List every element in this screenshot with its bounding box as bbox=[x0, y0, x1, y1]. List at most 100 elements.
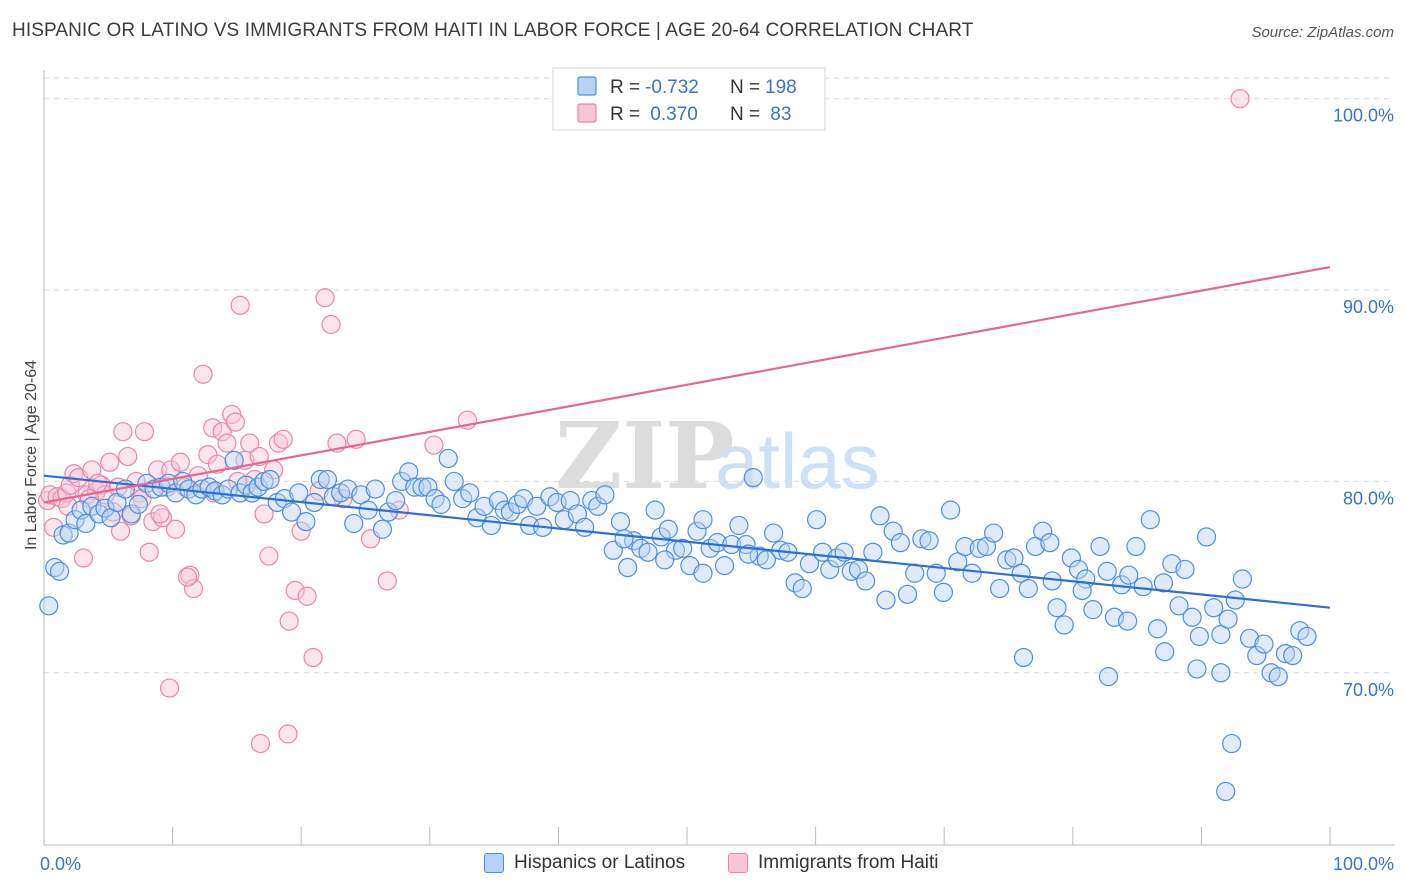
hispanic-point bbox=[224, 450, 244, 470]
hispanic-point bbox=[763, 523, 784, 543]
hispanic-point bbox=[1187, 659, 1207, 679]
hispanic-point bbox=[655, 550, 675, 570]
haiti-point bbox=[118, 446, 138, 467]
hispanic-point bbox=[1182, 607, 1202, 627]
axes bbox=[43, 70, 1394, 846]
legend-n-label: N = bbox=[730, 104, 760, 125]
hispanic-point bbox=[940, 500, 961, 520]
hispanic-point bbox=[144, 479, 164, 499]
hispanic-point bbox=[933, 582, 954, 603]
legend-item-hispanics[interactable]: Hispanics or Latinos bbox=[484, 852, 685, 874]
hispanic-point bbox=[645, 500, 665, 520]
haiti-point bbox=[193, 364, 213, 384]
haiti-point bbox=[254, 504, 274, 524]
hispanic-point bbox=[1247, 645, 1267, 666]
y-tick-label: 80.0% bbox=[1343, 488, 1394, 508]
legend-n-label: N = bbox=[730, 77, 760, 98]
chart-title: HISPANIC OR LATINO VS IMMIGRANTS FROM HA… bbox=[12, 20, 974, 41]
haiti-point bbox=[134, 422, 155, 442]
hispanic-point bbox=[412, 477, 432, 497]
series-legend: Hispanics or Latinos Immigrants from Hai… bbox=[0, 852, 1406, 878]
hispanic-point bbox=[1147, 619, 1168, 639]
watermark-zip: ZIP bbox=[555, 402, 734, 510]
legend-item-haiti[interactable]: Immigrants from Haiti bbox=[728, 852, 939, 874]
tick-labels: 70.0% 80.0% 90.0% 100.0% 0.0% 100.0% bbox=[40, 106, 1394, 874]
haiti-point bbox=[203, 418, 223, 438]
hispanic-point bbox=[65, 510, 85, 530]
haiti-point bbox=[225, 412, 245, 432]
hispanic-point bbox=[990, 578, 1010, 599]
hispanic-point bbox=[955, 536, 975, 557]
hispanic-point bbox=[658, 519, 678, 539]
hispanic-point bbox=[870, 506, 890, 526]
stats-legend: R = -0.732 N = 198 R = 0.370 N = 83 bbox=[552, 67, 826, 131]
hispanic-point bbox=[848, 559, 869, 580]
hispanic-point bbox=[1133, 577, 1153, 597]
haiti-point bbox=[217, 433, 237, 453]
hispanic-point bbox=[438, 448, 458, 469]
haiti-point bbox=[139, 542, 159, 562]
haiti-point bbox=[73, 548, 94, 568]
hispanic-point bbox=[508, 494, 528, 514]
hispanic-point bbox=[1054, 615, 1074, 635]
hispanic-point bbox=[474, 496, 494, 516]
hispanic-point bbox=[386, 490, 406, 511]
hispanic-point bbox=[248, 477, 268, 497]
hispanic-point bbox=[1175, 559, 1195, 580]
hispanic-point bbox=[610, 512, 631, 532]
hispanic-point bbox=[1216, 781, 1236, 802]
legend-r-value: -0.732 bbox=[645, 77, 699, 98]
hispanic-point bbox=[1189, 626, 1209, 647]
hispanic-point bbox=[95, 498, 115, 518]
hispanic-point bbox=[460, 483, 480, 503]
hispanic-point bbox=[1047, 598, 1067, 618]
hispanic-point bbox=[1013, 647, 1034, 668]
hispanic-point bbox=[1098, 667, 1119, 687]
haiti-point bbox=[377, 571, 397, 591]
hispanic-point bbox=[1204, 598, 1224, 618]
hispanic-point bbox=[317, 469, 338, 490]
haiti-point bbox=[170, 452, 190, 472]
hispanic-point bbox=[743, 467, 763, 488]
hispanic-point bbox=[1119, 565, 1139, 585]
hispanic-point bbox=[687, 521, 707, 541]
legend-r-label: R = bbox=[610, 104, 640, 125]
hispanic-point bbox=[997, 550, 1017, 570]
hispanic-point bbox=[372, 519, 393, 539]
hispanic-point bbox=[1090, 536, 1110, 557]
hispanic-point bbox=[614, 529, 634, 549]
x-tick-label: 100.0% bbox=[1333, 854, 1394, 874]
haiti-point bbox=[279, 611, 299, 631]
haiti-point bbox=[315, 288, 335, 308]
hispanic-point bbox=[1283, 645, 1303, 666]
hispanic-point bbox=[1232, 569, 1253, 589]
hispanic-point bbox=[919, 531, 939, 551]
hispanic-point bbox=[1018, 578, 1038, 599]
hispanic-point bbox=[962, 563, 982, 583]
hispanic-point bbox=[281, 502, 302, 522]
hispanic-point bbox=[89, 504, 109, 524]
hispanic-point bbox=[820, 559, 840, 580]
haiti-point bbox=[212, 422, 232, 442]
hispanic-trend-line bbox=[43, 474, 1331, 609]
y-tick-label: 100.0% bbox=[1333, 106, 1394, 126]
haiti-point bbox=[303, 647, 323, 668]
hispanic-point bbox=[651, 527, 671, 547]
hispanic-point bbox=[1239, 628, 1260, 648]
hispanic-point bbox=[1254, 634, 1274, 654]
hispanic-point bbox=[1222, 733, 1242, 754]
hispanic-point bbox=[76, 513, 96, 534]
x-tick-label: 0.0% bbox=[40, 854, 81, 874]
hispanic-point bbox=[344, 513, 364, 534]
hispanic-point bbox=[1126, 536, 1146, 557]
legend-r-label: R = bbox=[610, 77, 640, 98]
hispanic-point bbox=[444, 471, 464, 492]
haiti-point bbox=[40, 485, 60, 505]
hispanic-point bbox=[729, 515, 749, 536]
haiti-point bbox=[150, 504, 170, 524]
haiti-point bbox=[259, 546, 279, 566]
legend-n-value: 198 bbox=[765, 77, 797, 98]
hispanic-point bbox=[905, 563, 925, 583]
haiti-point bbox=[291, 521, 311, 541]
hispanic-point bbox=[618, 557, 638, 578]
